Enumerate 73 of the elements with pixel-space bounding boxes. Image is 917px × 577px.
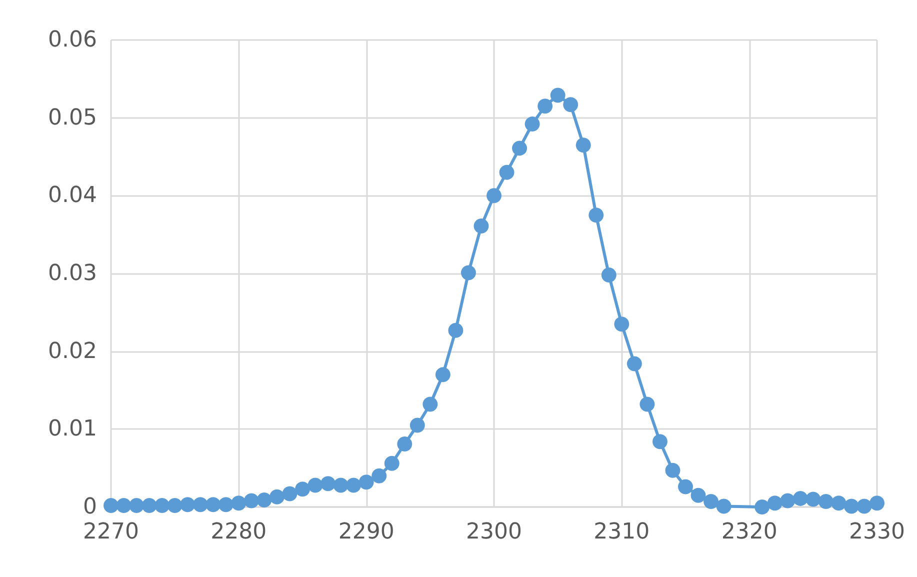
- point: [640, 396, 655, 412]
- point: [474, 218, 489, 234]
- point: [142, 498, 157, 513]
- point: [129, 498, 144, 513]
- point: [372, 468, 387, 484]
- x-tick-label: 2320: [721, 520, 778, 544]
- point: [435, 367, 450, 382]
- point: [104, 498, 118, 513]
- point: [308, 478, 323, 493]
- x-tick-label: 2270: [83, 520, 139, 544]
- point: [626, 356, 642, 372]
- x-tick-label: 2290: [338, 520, 394, 544]
- y-tick-label: 0.01: [48, 416, 97, 442]
- point: [269, 489, 284, 504]
- point: [806, 492, 821, 507]
- point: [486, 188, 502, 204]
- point: [346, 478, 362, 493]
- point: [767, 496, 782, 511]
- point: [448, 322, 464, 338]
- point: [678, 479, 693, 494]
- point: [512, 140, 528, 156]
- point: [282, 486, 298, 502]
- x-tick-label: 2300: [466, 520, 522, 544]
- point: [792, 490, 808, 506]
- y-tick-label: 0.02: [48, 338, 97, 364]
- point: [384, 456, 400, 471]
- point: [601, 268, 616, 283]
- point: [499, 164, 514, 180]
- point: [154, 498, 170, 513]
- point: [244, 493, 259, 508]
- point: [524, 116, 540, 132]
- y-tick-label: 0.05: [48, 105, 97, 130]
- y-tick-label: 0.03: [48, 261, 97, 286]
- point: [588, 208, 604, 223]
- point: [690, 488, 706, 503]
- point: [614, 316, 630, 332]
- point: [410, 418, 425, 433]
- point: [460, 265, 476, 280]
- point: [870, 496, 884, 511]
- y-tick-label: 0: [83, 494, 97, 520]
- point: [295, 482, 310, 497]
- point: [652, 434, 668, 450]
- point: [116, 498, 132, 513]
- point: [206, 497, 221, 512]
- point: [192, 497, 208, 512]
- x-tick-label: 2330: [849, 520, 905, 544]
- point: [704, 494, 719, 510]
- point: [218, 497, 234, 512]
- point: [550, 88, 566, 103]
- point: [358, 474, 374, 490]
- point: [180, 497, 196, 512]
- point: [818, 494, 834, 510]
- point: [780, 493, 796, 508]
- x-tick-label: 2310: [594, 520, 650, 544]
- point: [333, 478, 348, 493]
- point: [397, 436, 412, 452]
- point: [754, 500, 770, 514]
- point: [831, 496, 846, 511]
- y-tick-label: 0.04: [48, 183, 97, 208]
- x-tick-label: 2280: [210, 520, 267, 544]
- point: [856, 498, 872, 514]
- point: [665, 462, 680, 478]
- point: [320, 476, 336, 492]
- point: [256, 492, 272, 508]
- point: [538, 98, 553, 114]
- point: [231, 496, 246, 511]
- point: [167, 498, 182, 513]
- point: [844, 498, 859, 514]
- point: [422, 396, 438, 412]
- point: [716, 498, 732, 514]
- point: [563, 97, 578, 112]
- point: [576, 138, 591, 153]
- y-tick-label: 0.06: [48, 28, 97, 52]
